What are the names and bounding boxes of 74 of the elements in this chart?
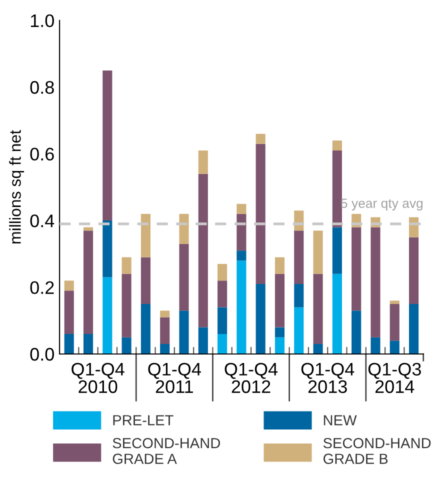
y-tick-label: 1.0 <box>30 14 54 28</box>
bar <box>390 340 400 354</box>
bar <box>274 274 285 328</box>
text: Q1-Q3 2014 <box>368 362 421 394</box>
bar <box>390 300 400 304</box>
bar <box>390 304 400 341</box>
bar <box>274 327 285 338</box>
bar <box>332 274 342 354</box>
bar <box>218 334 228 354</box>
bar <box>179 214 189 244</box>
legend-label: NEW <box>324 415 357 426</box>
y-tick-label: 0.4 <box>30 214 54 228</box>
bar <box>370 337 380 354</box>
bar <box>313 274 323 344</box>
bar <box>122 337 132 354</box>
bar <box>256 134 266 144</box>
y-axis-title: millions sq ft net <box>9 130 24 244</box>
bar <box>102 277 112 354</box>
bar <box>256 284 266 354</box>
bar <box>198 150 208 174</box>
text: Q1-Q4 2012 <box>224 362 278 394</box>
bar <box>352 227 362 311</box>
bar <box>218 264 228 281</box>
bar <box>256 144 266 284</box>
bar <box>332 150 342 228</box>
bar <box>179 310 189 354</box>
bar <box>198 327 208 354</box>
bar <box>83 230 94 334</box>
bar <box>409 237 419 304</box>
text: Q1-Q4 2013 <box>301 362 354 394</box>
bar <box>83 227 94 231</box>
text: Q1-Q4 2010 <box>72 362 124 394</box>
legend-label: SECOND-HAND GRADE A <box>112 438 220 464</box>
bar <box>64 280 74 291</box>
bar <box>294 230 304 284</box>
bar <box>64 290 74 334</box>
bar <box>83 334 94 354</box>
y-tick-label: 0.2 <box>30 281 54 294</box>
bar <box>218 307 228 334</box>
bar <box>294 307 304 354</box>
bar <box>370 227 380 338</box>
bar <box>160 310 170 318</box>
bar <box>218 280 228 308</box>
bar <box>179 244 189 311</box>
bar <box>274 337 285 354</box>
bar <box>102 220 112 278</box>
bar <box>332 227 342 274</box>
bar <box>236 204 246 214</box>
bar <box>274 257 285 274</box>
bar <box>160 344 170 354</box>
bar <box>140 257 150 304</box>
y-tick-label: 0.0 <box>30 348 54 361</box>
y-tick-label: 0.8 <box>30 81 54 94</box>
bar <box>313 344 323 354</box>
bar <box>102 70 112 221</box>
bar <box>236 214 246 251</box>
bar <box>140 304 150 354</box>
bar <box>64 334 74 354</box>
y-tick-label: 0.6 <box>30 148 54 161</box>
bar <box>160 317 170 344</box>
bar <box>236 260 246 354</box>
bar <box>122 274 132 338</box>
bar <box>140 214 150 258</box>
bar <box>198 174 208 328</box>
bar <box>313 230 323 274</box>
legend-label: SECOND-HAND GRADE B <box>323 438 431 464</box>
bar <box>409 304 419 354</box>
bar <box>332 140 342 151</box>
bar <box>294 284 304 308</box>
legend-label: PRE-LET <box>113 415 174 426</box>
bar <box>352 310 362 354</box>
bar <box>236 250 246 261</box>
bar <box>122 257 132 274</box>
text: Q1-Q4 2011 <box>148 362 201 394</box>
